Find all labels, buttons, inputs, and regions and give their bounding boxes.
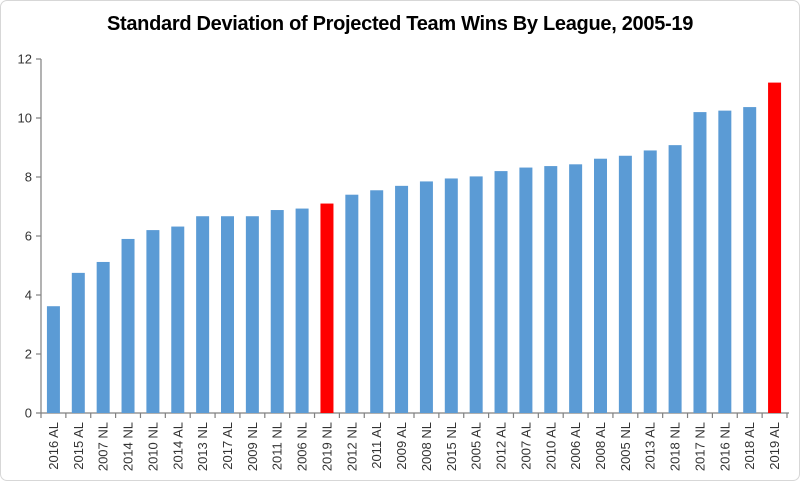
x-category-label: 2015 AL bbox=[71, 422, 86, 470]
x-category-label: 2009 AL bbox=[394, 422, 409, 470]
bar-2016-nl bbox=[718, 110, 732, 413]
x-category-label: 2019 AL bbox=[767, 422, 782, 470]
x-category-label: 2011 AL bbox=[369, 422, 384, 469]
bar-2010-al bbox=[544, 166, 558, 413]
x-category-label: 2017 NL bbox=[692, 422, 707, 471]
bar-2007-nl bbox=[96, 261, 110, 413]
chart-title: Standard Deviation of Projected Team Win… bbox=[106, 13, 694, 35]
bar-2017-nl bbox=[693, 112, 707, 413]
y-tick-label: 12 bbox=[18, 52, 32, 67]
bar-2005-al bbox=[469, 176, 483, 413]
x-category-label: 2016 AL bbox=[46, 422, 61, 470]
x-category-label: 2009 NL bbox=[245, 422, 260, 471]
bar-2018-al bbox=[743, 107, 757, 414]
bar-2015-nl bbox=[444, 178, 458, 413]
y-tick-label: 0 bbox=[25, 406, 32, 421]
x-category-label: 2005 AL bbox=[469, 422, 484, 470]
bar-2008-nl bbox=[419, 181, 433, 413]
bar-2008-al bbox=[594, 158, 607, 413]
x-category-label: 2010 NL bbox=[145, 422, 160, 471]
bar-2018-nl bbox=[668, 145, 682, 413]
y-tick-label: 6 bbox=[25, 229, 32, 244]
bar-2011-al bbox=[370, 190, 384, 413]
x-category-label: 2011 NL bbox=[270, 422, 285, 470]
x-category-label: 2013 NL bbox=[195, 422, 210, 471]
bar-2014-nl bbox=[121, 238, 135, 413]
bar-2013-al bbox=[643, 150, 657, 413]
bar-2013-nl bbox=[196, 216, 210, 413]
bar-2006-al bbox=[569, 164, 583, 413]
x-category-label: 2012 NL bbox=[344, 422, 359, 471]
y-tick-label: 8 bbox=[25, 170, 32, 185]
bar-2005-nl bbox=[618, 155, 632, 413]
x-category-label: 2018 AL bbox=[742, 422, 757, 470]
x-category-label: 2017 AL bbox=[220, 422, 235, 470]
x-category-label: 2007 NL bbox=[96, 422, 111, 471]
x-category-label: 2012 AL bbox=[494, 422, 509, 470]
x-category-label: 2006 AL bbox=[568, 422, 583, 470]
x-category-label: 2006 NL bbox=[295, 422, 310, 471]
x-category-label: 2014 AL bbox=[170, 422, 185, 470]
x-category-label: 2013 AL bbox=[643, 422, 658, 470]
bar-2010-nl bbox=[146, 230, 160, 413]
x-category-label: 2008 NL bbox=[419, 422, 434, 471]
bar-2019-al bbox=[768, 82, 782, 413]
x-category-label: 2019 NL bbox=[319, 422, 334, 471]
bar-2012-nl bbox=[345, 194, 359, 413]
x-category-label: 2008 AL bbox=[593, 422, 608, 470]
bar-2017-al bbox=[221, 216, 234, 413]
x-category-label: 2007 AL bbox=[518, 422, 533, 470]
x-category-label: 2014 NL bbox=[121, 422, 136, 471]
bar-2009-al bbox=[395, 185, 409, 413]
bar-2011-nl bbox=[270, 210, 284, 413]
bar-2019-nl bbox=[320, 203, 334, 413]
y-tick-label: 2 bbox=[25, 347, 32, 362]
bar-2016-al bbox=[46, 306, 60, 413]
bar-2007-al bbox=[519, 167, 533, 413]
x-category-label: 2005 NL bbox=[618, 422, 633, 471]
bar-2014-al bbox=[171, 226, 185, 413]
bar-2006-nl bbox=[295, 208, 309, 413]
x-category-label: 2018 NL bbox=[668, 422, 683, 471]
x-category-label: 2010 AL bbox=[543, 422, 558, 470]
y-tick-label: 4 bbox=[25, 288, 32, 303]
bar-2009-nl bbox=[245, 216, 259, 413]
bar-2015-al bbox=[71, 272, 85, 413]
bar-2012-al bbox=[494, 171, 508, 413]
x-category-label: 2015 NL bbox=[444, 422, 459, 471]
y-tick-label: 10 bbox=[18, 111, 32, 126]
x-category-label: 2016 NL bbox=[717, 422, 732, 471]
